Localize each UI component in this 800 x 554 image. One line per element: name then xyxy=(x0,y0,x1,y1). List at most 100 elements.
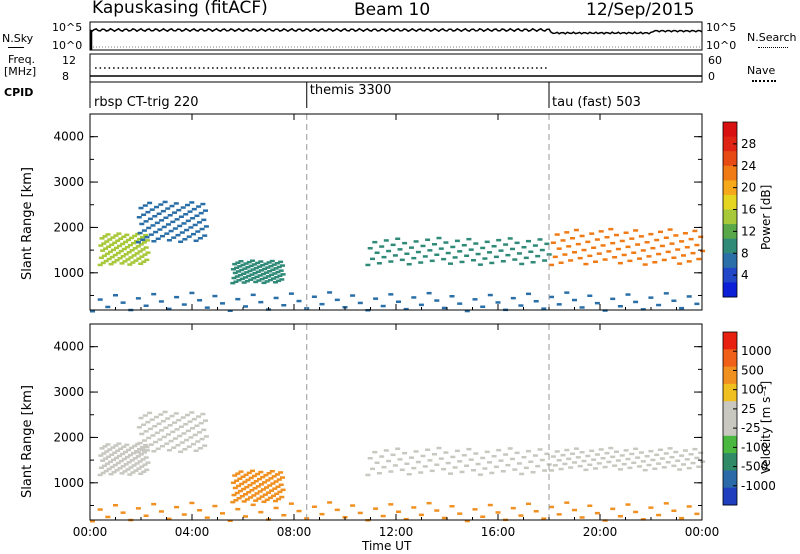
power-echo-cell xyxy=(255,261,261,265)
velocity-echo-cell xyxy=(258,510,264,514)
velocity-echo-cell xyxy=(141,451,147,454)
power-echo-cell xyxy=(188,226,194,229)
power-echo-cell xyxy=(264,271,269,274)
velocity-echo-cell xyxy=(500,470,506,473)
power-echo-cell xyxy=(535,254,541,258)
power-echo-cell xyxy=(179,231,185,234)
velocity-echo-cell xyxy=(236,484,241,488)
velocity-echo-cell xyxy=(539,458,545,462)
power-echo-cell xyxy=(475,252,481,256)
velocity-echo-cell xyxy=(482,467,488,470)
power-colorbar-tick-label: 28 xyxy=(741,137,756,151)
power-echo-cell xyxy=(189,291,195,295)
power-echo-cell xyxy=(277,274,283,277)
velocity-echo-cell xyxy=(114,469,120,472)
power-echo-cell xyxy=(253,280,259,284)
velocity-echo-cell xyxy=(151,450,157,453)
velocity-colorbar-swatch xyxy=(723,366,737,385)
power-echo-cell xyxy=(141,260,147,263)
velocity-echo-cell xyxy=(376,472,382,475)
power-echo-cell xyxy=(614,233,619,237)
freq-label: Freq. xyxy=(8,53,36,66)
velocity-echo-cell xyxy=(141,423,147,426)
velocity-echo-cell xyxy=(694,456,700,460)
power-echo-cell xyxy=(137,250,143,253)
power-echo-cell xyxy=(688,237,694,241)
power-echo-cell xyxy=(572,251,577,254)
power-echo-cell xyxy=(241,281,247,284)
x-tick-label-5: 20:00 xyxy=(583,525,618,539)
velocity-echo-cell xyxy=(604,451,610,455)
power-echo-cell xyxy=(698,235,704,239)
power-echo-cell xyxy=(233,280,239,283)
velocity-echo-cell xyxy=(244,498,250,501)
velocity-echo-cell xyxy=(656,513,662,517)
power-echo-cell xyxy=(526,239,531,243)
power-echo-cell xyxy=(587,294,593,297)
velocity-echo-cell xyxy=(270,482,276,485)
power-echo-cell xyxy=(115,251,121,255)
velocity-echo-cell xyxy=(432,453,437,456)
velocity-echo-cell xyxy=(659,457,665,460)
power-echo-cell xyxy=(212,294,218,298)
power-echo-cell xyxy=(136,257,142,260)
velocity-echo-cell xyxy=(251,474,257,478)
velocity-echo-cell xyxy=(120,465,126,468)
velocity-echo-cell xyxy=(163,426,169,429)
velocity-colorbar-swatch xyxy=(723,401,737,419)
power-echo-cell xyxy=(471,259,476,262)
power-echo-cell xyxy=(615,247,621,251)
power-echo-cell xyxy=(204,306,210,309)
velocity-echo-cell xyxy=(420,454,426,458)
velocity-echo-cell xyxy=(146,436,152,440)
power-echo-cell xyxy=(526,292,531,296)
power-echo-cell xyxy=(141,229,147,232)
power-echo-cell xyxy=(549,263,554,267)
velocity-colorbar-swatch xyxy=(723,418,737,437)
power-echo-cell xyxy=(166,307,172,311)
power-echo-cell xyxy=(124,245,130,249)
power-echo-cell xyxy=(258,300,264,304)
power-echo-cell xyxy=(281,304,287,307)
power-echo-cell xyxy=(144,239,150,242)
power-echo-cell xyxy=(528,250,534,253)
velocity-echo-cell xyxy=(372,450,378,454)
power-echo-cell xyxy=(249,273,255,276)
power-echo-cell xyxy=(493,255,499,259)
velocity-echo-cell xyxy=(123,450,129,454)
velocity-echo-cell xyxy=(251,494,257,497)
power-echo-cell xyxy=(436,236,442,240)
cpid-label: CPID xyxy=(4,86,34,99)
velocity-echo-cell xyxy=(568,466,574,469)
velocity-echo-cell xyxy=(570,452,575,455)
velocity-echo-cell xyxy=(137,447,142,451)
power-echo-cell xyxy=(587,254,593,258)
velocity-echo-cell xyxy=(640,460,646,463)
power-echo-cell xyxy=(121,235,127,238)
power-echo-cell xyxy=(100,249,106,252)
velocity-echo-cell xyxy=(259,495,265,498)
power-echo-cell xyxy=(427,249,433,252)
velocity-echo-cell xyxy=(183,423,189,426)
station-title: Kapuskasing (fitACF) xyxy=(92,0,268,18)
power-echo-cell xyxy=(425,238,431,241)
power-echo-cell xyxy=(380,304,386,308)
velocity-echo-cell xyxy=(625,457,631,461)
velocity-echo-cell xyxy=(157,438,163,441)
power-echo-cell xyxy=(183,213,189,216)
nsky-tick-top: 10^5 xyxy=(52,21,83,34)
velocity-echo-cell xyxy=(671,509,677,512)
power-echo-cell xyxy=(629,237,635,240)
power-echo-cell xyxy=(564,291,570,294)
power-echo-cell xyxy=(608,227,614,231)
nsky-line-legend xyxy=(8,47,24,48)
power-echo-cell xyxy=(487,251,492,254)
power-echo-cell xyxy=(139,222,145,226)
power-echo-cell xyxy=(251,263,257,266)
velocity-echo-cell xyxy=(166,449,172,452)
power-echo-cell xyxy=(107,238,113,241)
velocity-echo-cell xyxy=(257,477,262,481)
velocity-echo-cell xyxy=(166,517,172,521)
power-echo-cell xyxy=(98,256,104,260)
power-echo-cell xyxy=(452,256,458,259)
